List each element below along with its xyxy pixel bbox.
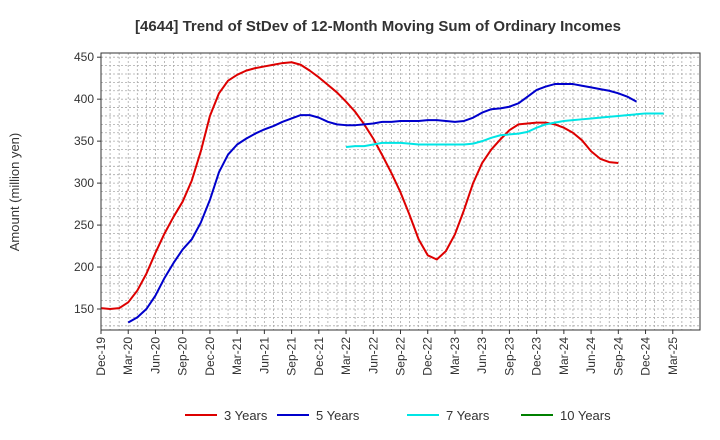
y-tick-label: 200 <box>74 260 94 274</box>
x-tick-label: Sep-22 <box>394 337 408 376</box>
x-tick-label: Mar-25 <box>666 337 680 375</box>
y-axis-label: Amount (million yen) <box>7 133 22 252</box>
legend-label: 5 Years <box>316 408 360 423</box>
x-tick-label: Dec-22 <box>421 337 435 376</box>
y-tick-label: 400 <box>74 92 94 106</box>
y-tick-label: 350 <box>74 134 94 148</box>
x-tick-label: Mar-21 <box>230 337 244 375</box>
x-tick-label: Sep-24 <box>611 337 625 376</box>
y-tick-label: 450 <box>74 50 94 64</box>
x-tick-label: Dec-21 <box>312 337 326 376</box>
x-tick-label: Jun-22 <box>366 337 380 374</box>
series-group <box>100 52 701 331</box>
x-tick-label: Mar-20 <box>121 337 135 375</box>
x-tick-label: Mar-23 <box>448 337 462 375</box>
legend: 3 Years 5 Years 7 Years 10 Years <box>185 408 611 423</box>
x-tick-label: Dec-20 <box>203 337 217 376</box>
y-axis: 150 200 250 300 350 400 450 <box>74 50 101 316</box>
series-line-7-years <box>345 112 664 149</box>
series-line-5-years <box>127 83 637 324</box>
x-tick-label: Sep-20 <box>176 337 190 376</box>
x-tick-label: Dec-23 <box>530 337 544 376</box>
x-tick-label: Jun-23 <box>475 337 489 374</box>
y-tick-label: 250 <box>74 218 94 232</box>
x-tick-label: Mar-24 <box>557 337 571 375</box>
legend-label: 3 Years <box>224 408 268 423</box>
x-tick-label: Jun-24 <box>584 337 598 374</box>
x-tick-label: Dec-19 <box>94 337 108 376</box>
chart-title: [4644] Trend of StDev of 12-Month Moving… <box>135 18 621 35</box>
legend-label: 10 Years <box>560 408 611 423</box>
x-tick-label: Jun-21 <box>257 337 271 374</box>
x-tick-label: Sep-21 <box>285 337 299 376</box>
x-tick-label: Jun-20 <box>148 337 162 374</box>
x-axis: Dec-19 Mar-20 Jun-20 Sep-20 Dec-20 Mar-21 Jun-… <box>94 330 680 376</box>
x-tick-label: Dec-24 <box>639 337 653 376</box>
y-tick-label: 150 <box>74 302 94 316</box>
x-tick-label: Mar-22 <box>339 337 353 375</box>
y-tick-label: 300 <box>74 176 94 190</box>
legend-label: 7 Years <box>446 408 490 423</box>
x-tick-label: Sep-23 <box>502 337 516 376</box>
series-line-3-years <box>100 61 619 311</box>
